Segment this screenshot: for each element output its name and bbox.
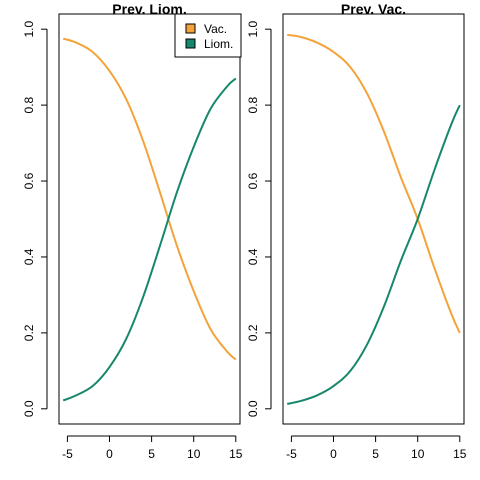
y-tick-label: 0.6 bbox=[22, 172, 36, 189]
chart-panel-1: Prev. Liom. -5 0 5 10 15 0.0 0.2 0.4 0.6 0.8 1.0 Vac… bbox=[22, 1, 243, 461]
y-tick-label: 0.0 bbox=[22, 400, 36, 417]
panel-title: Prev. Liom. bbox=[112, 1, 186, 17]
plot-box bbox=[58, 13, 241, 425]
x-tick-label: 0 bbox=[330, 447, 337, 461]
x-tick-label: 10 bbox=[411, 447, 425, 461]
y-tick-label: 1.0 bbox=[22, 21, 36, 38]
y-tick-label: 0.4 bbox=[246, 248, 260, 265]
x-tick-label: 5 bbox=[372, 447, 379, 461]
legend-swatch bbox=[185, 38, 196, 49]
series-line-liom bbox=[287, 104, 461, 405]
plot-box bbox=[282, 13, 465, 425]
y-tick-label: 0.2 bbox=[22, 324, 36, 341]
legend-box bbox=[174, 13, 242, 58]
x-tick-label: -5 bbox=[286, 447, 297, 461]
series-line-vac bbox=[62, 37, 237, 361]
y-tick-label: 0.0 bbox=[246, 400, 260, 417]
y-tick-label: 0.4 bbox=[22, 248, 36, 265]
x-tick-label: 15 bbox=[453, 447, 467, 461]
y-tick-label: 0.8 bbox=[22, 96, 36, 113]
x-tick-label: 15 bbox=[229, 447, 243, 461]
legend: Vac.Liom. bbox=[174, 13, 242, 58]
y-tick-label: 1.0 bbox=[246, 21, 260, 38]
x-tick-label: -5 bbox=[62, 447, 73, 461]
legend-swatch bbox=[185, 23, 196, 34]
series-line-vac bbox=[287, 33, 461, 334]
y-tick-label: 0.2 bbox=[246, 324, 260, 341]
x-tick-label: 0 bbox=[106, 447, 113, 461]
legend-label: Vac. bbox=[204, 22, 227, 36]
panel-title: Prev. Vac. bbox=[341, 1, 406, 17]
x-tick-label: 5 bbox=[148, 447, 155, 461]
chart-panel-2: Prev. Vac. -5 0 5 10 15 0.0 0.2 0.4 0.6 0.8 1.0 bbox=[246, 1, 467, 461]
x-tick-label: 10 bbox=[187, 447, 201, 461]
y-tick-label: 0.8 bbox=[246, 96, 260, 113]
series-line-liom bbox=[62, 77, 237, 402]
y-tick-label: 0.6 bbox=[246, 172, 260, 189]
legend-label: Liom. bbox=[204, 37, 233, 51]
